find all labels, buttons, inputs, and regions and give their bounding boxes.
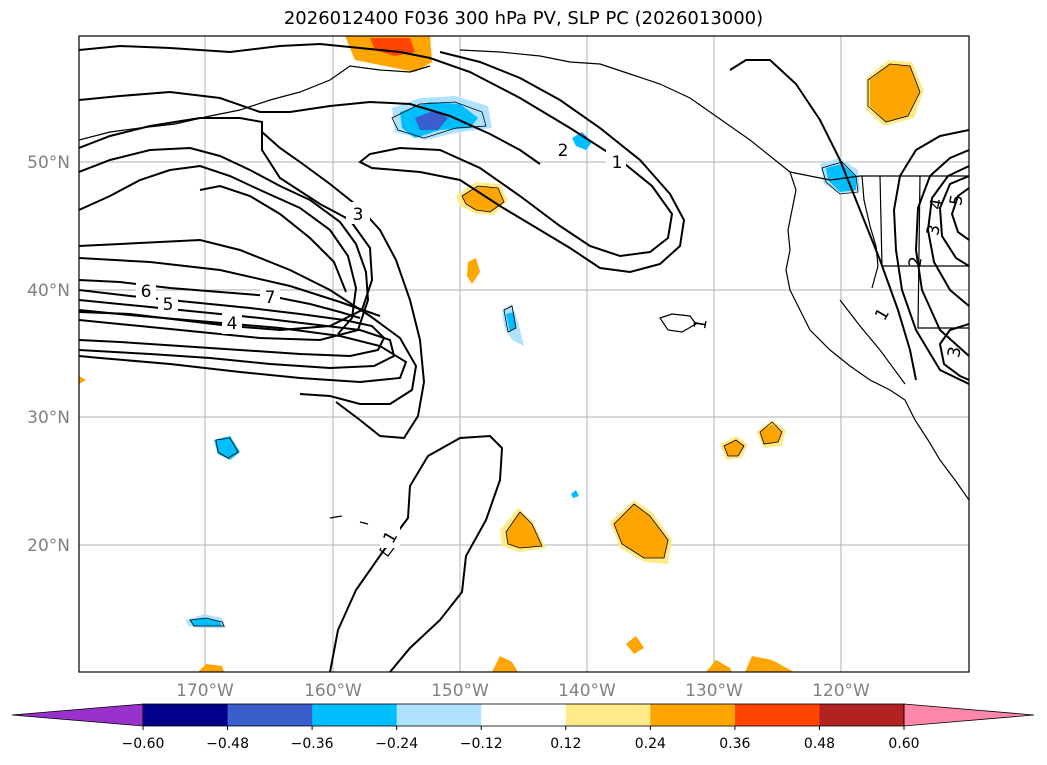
- lat-label: 30°N: [27, 408, 70, 428]
- lat-label: 20°N: [27, 536, 70, 556]
- contour-label: 4: [227, 314, 238, 334]
- lon-label: 160°W: [304, 681, 362, 701]
- colorbar-tick-label: 0.36: [719, 736, 750, 752]
- coastline: [79, 49, 969, 557]
- lon-label: 140°W: [558, 681, 616, 701]
- contour-label: 3: [944, 345, 966, 359]
- colorbar-bin: [396, 704, 482, 726]
- colorbar-extend-high: [903, 703, 1035, 727]
- contour-label: 3: [923, 223, 945, 237]
- colorbar-bin: [819, 704, 905, 726]
- contour-label: 5: [946, 193, 968, 207]
- contour-label: 5: [163, 295, 174, 315]
- contour-label: 6: [141, 282, 152, 302]
- lat-label: 40°N: [27, 281, 70, 301]
- colorbar-bin: [312, 704, 398, 726]
- contour-labels: 3 2 1 6 5 7 4 1 1 4 5 3 2 3 1: [136, 138, 968, 548]
- colorbar-bin: [143, 704, 229, 726]
- latitude-labels: 50°N 40°N 30°N 20°N: [27, 153, 70, 556]
- colorbar-tick-label: −0.24: [375, 736, 418, 752]
- contour-label: 1: [690, 317, 712, 331]
- colorbar: −0.60 −0.48 −0.36 −0.24 −0.12 0.12 0.24 0.36 0.4…: [11, 703, 1035, 752]
- colorbar-extend-low: [11, 703, 144, 727]
- contour-label: 1: [612, 153, 623, 173]
- lon-label: 150°W: [431, 681, 489, 701]
- colorbar-tick-label: 0.48: [804, 736, 835, 752]
- colorbar-bin: [481, 704, 567, 726]
- contour-label: 7: [265, 288, 276, 308]
- contour-label: 2: [905, 255, 927, 269]
- colorbar-bin: [565, 704, 651, 726]
- slp-contours: [79, 42, 969, 672]
- colorbar-tick-label: −0.60: [122, 736, 165, 752]
- colorbar-bin: [227, 704, 313, 726]
- colorbar-tick-label: −0.36: [291, 736, 334, 752]
- longitude-labels: 170°W 160°W 150°W 140°W 130°W 120°W: [176, 681, 870, 701]
- contour-label: 3: [353, 205, 364, 225]
- colorbar-tick-label: −0.12: [460, 736, 503, 752]
- lon-label: 170°W: [176, 681, 234, 701]
- colorbar-bin: [650, 704, 736, 726]
- colorbar-bin: [734, 704, 820, 726]
- pv-anomaly-fill: [79, 36, 924, 672]
- map-title: 2026012400 F036 300 hPa PV, SLP PC (2026…: [283, 8, 764, 29]
- lon-label: 120°W: [812, 681, 870, 701]
- colorbar-tick-label: 0.60: [888, 736, 919, 752]
- colorbar-tick-label: 0.12: [550, 736, 581, 752]
- colorbar-tick-label: −0.48: [206, 736, 249, 752]
- colorbar-tick-label: 0.24: [635, 736, 666, 752]
- contour-label: 4: [926, 197, 948, 211]
- contour-label: 2: [558, 141, 569, 161]
- lon-label: 130°W: [685, 681, 743, 701]
- lat-label: 50°N: [27, 153, 70, 173]
- map-frame: [78, 35, 970, 673]
